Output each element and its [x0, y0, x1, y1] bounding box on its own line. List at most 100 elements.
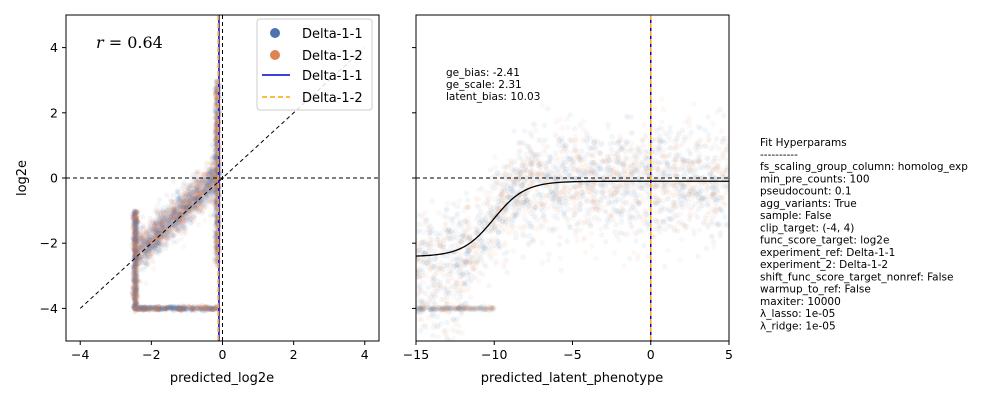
point	[211, 166, 218, 172]
point	[177, 209, 184, 216]
point	[149, 226, 156, 232]
point	[203, 174, 210, 180]
point	[151, 226, 157, 232]
point	[147, 225, 154, 231]
point	[195, 205, 202, 211]
point	[187, 196, 193, 202]
point	[192, 197, 198, 203]
point	[201, 182, 208, 188]
point	[203, 181, 209, 187]
point	[200, 188, 206, 194]
point	[194, 184, 200, 190]
point	[185, 203, 191, 209]
point	[145, 236, 151, 242]
point	[170, 210, 176, 217]
point	[168, 219, 174, 225]
point	[198, 179, 205, 186]
point	[155, 246, 162, 252]
point	[181, 199, 188, 205]
point	[199, 177, 206, 183]
point	[158, 221, 164, 227]
point	[197, 190, 203, 196]
point	[187, 200, 193, 206]
point	[151, 228, 157, 234]
point	[192, 179, 198, 185]
point	[196, 201, 202, 208]
point	[146, 237, 153, 244]
point	[187, 192, 193, 198]
point	[199, 179, 205, 186]
point	[162, 214, 169, 220]
point	[212, 173, 218, 179]
point	[140, 239, 147, 245]
point	[152, 243, 158, 249]
point	[208, 171, 214, 178]
point	[492, 261, 499, 267]
point	[156, 239, 163, 245]
point	[170, 207, 177, 213]
point	[183, 191, 189, 197]
point	[176, 217, 183, 224]
point	[545, 257, 551, 263]
point	[150, 228, 156, 234]
point	[203, 188, 210, 195]
point	[134, 248, 140, 254]
point	[643, 132, 650, 139]
point	[159, 225, 166, 231]
point	[176, 219, 182, 225]
point	[158, 244, 164, 250]
point	[181, 232, 187, 238]
point	[155, 240, 162, 246]
point	[143, 232, 149, 239]
point	[520, 224, 527, 230]
point	[201, 201, 208, 207]
point	[209, 188, 215, 194]
point	[183, 225, 189, 231]
point	[152, 234, 158, 240]
point	[152, 232, 158, 238]
point	[145, 233, 151, 240]
point	[597, 150, 604, 157]
point	[173, 205, 179, 211]
point	[213, 164, 219, 170]
point	[133, 282, 139, 288]
point	[204, 196, 210, 202]
point	[181, 204, 187, 210]
point	[492, 154, 498, 161]
point	[130, 265, 136, 271]
point	[181, 214, 187, 220]
point	[146, 250, 152, 256]
point	[185, 205, 191, 211]
point	[202, 204, 208, 210]
point	[203, 194, 209, 201]
point	[184, 203, 190, 209]
point	[188, 200, 194, 207]
point	[200, 203, 206, 210]
point	[146, 242, 152, 248]
point	[155, 235, 161, 242]
point	[135, 256, 141, 262]
point	[182, 199, 188, 205]
point	[143, 244, 149, 250]
point	[143, 249, 149, 255]
point	[203, 186, 209, 192]
point	[155, 216, 162, 223]
point	[430, 332, 436, 339]
point	[166, 227, 172, 233]
point	[202, 218, 208, 224]
point	[211, 185, 217, 192]
point	[164, 207, 170, 213]
point	[188, 201, 194, 207]
point	[435, 210, 442, 216]
point	[149, 242, 155, 248]
point	[178, 193, 184, 199]
point	[170, 232, 176, 239]
point	[145, 238, 152, 244]
point	[155, 222, 161, 228]
point	[178, 236, 184, 242]
point	[153, 229, 159, 236]
point	[192, 206, 198, 212]
point	[156, 226, 162, 232]
point	[154, 240, 161, 246]
point	[195, 183, 201, 189]
